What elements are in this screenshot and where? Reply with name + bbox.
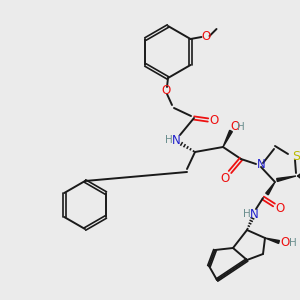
Text: N: N [172, 134, 180, 146]
Polygon shape [265, 238, 279, 243]
Text: H: H [165, 135, 173, 145]
Text: N: N [256, 158, 266, 170]
Text: N: N [250, 208, 258, 220]
Text: H: H [243, 209, 251, 219]
Polygon shape [277, 176, 296, 182]
Polygon shape [223, 130, 232, 147]
Polygon shape [266, 182, 275, 195]
Text: H: H [289, 238, 297, 248]
Text: H: H [237, 122, 245, 132]
Text: O: O [275, 202, 285, 214]
Text: O: O [209, 113, 219, 127]
Text: O: O [220, 172, 230, 184]
Text: O: O [230, 121, 240, 134]
Text: S: S [292, 149, 300, 163]
Text: O: O [201, 31, 210, 44]
Text: O: O [280, 236, 290, 248]
Text: O: O [161, 83, 171, 97]
